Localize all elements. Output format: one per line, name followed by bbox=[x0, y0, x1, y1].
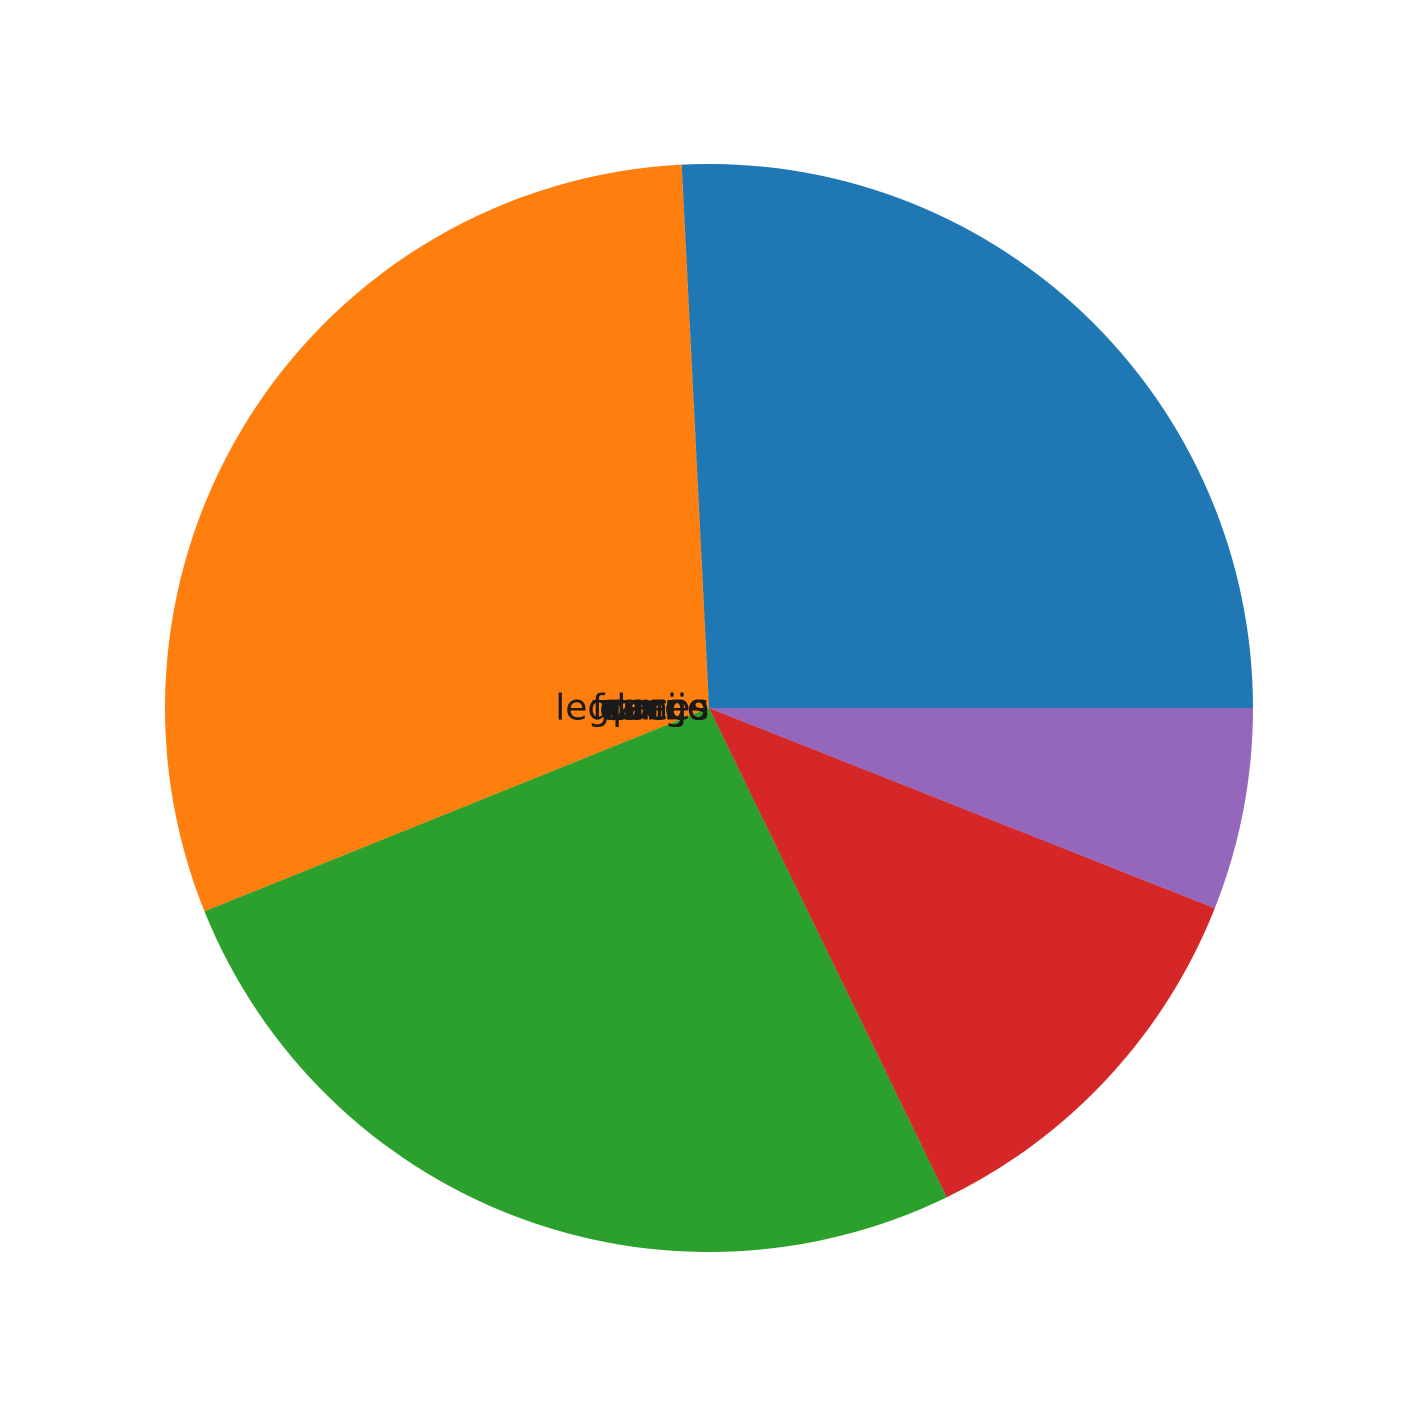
pie-label-doces: doces bbox=[603, 688, 709, 729]
pie-label-frango: frango bbox=[592, 688, 709, 729]
pie-slices bbox=[164, 164, 1253, 1253]
pie-slice-carne bbox=[204, 708, 947, 1253]
pie-slice-queijo bbox=[164, 164, 709, 912]
pie-label-queijo: queijo bbox=[599, 688, 709, 729]
pie-slice-frango bbox=[681, 164, 1253, 708]
pie-slice-doces bbox=[709, 708, 1253, 909]
pie-label-legumes: legumes bbox=[555, 688, 709, 729]
pie-label-carne: carne bbox=[608, 688, 709, 729]
pie-slice-legumes bbox=[709, 708, 1215, 1198]
